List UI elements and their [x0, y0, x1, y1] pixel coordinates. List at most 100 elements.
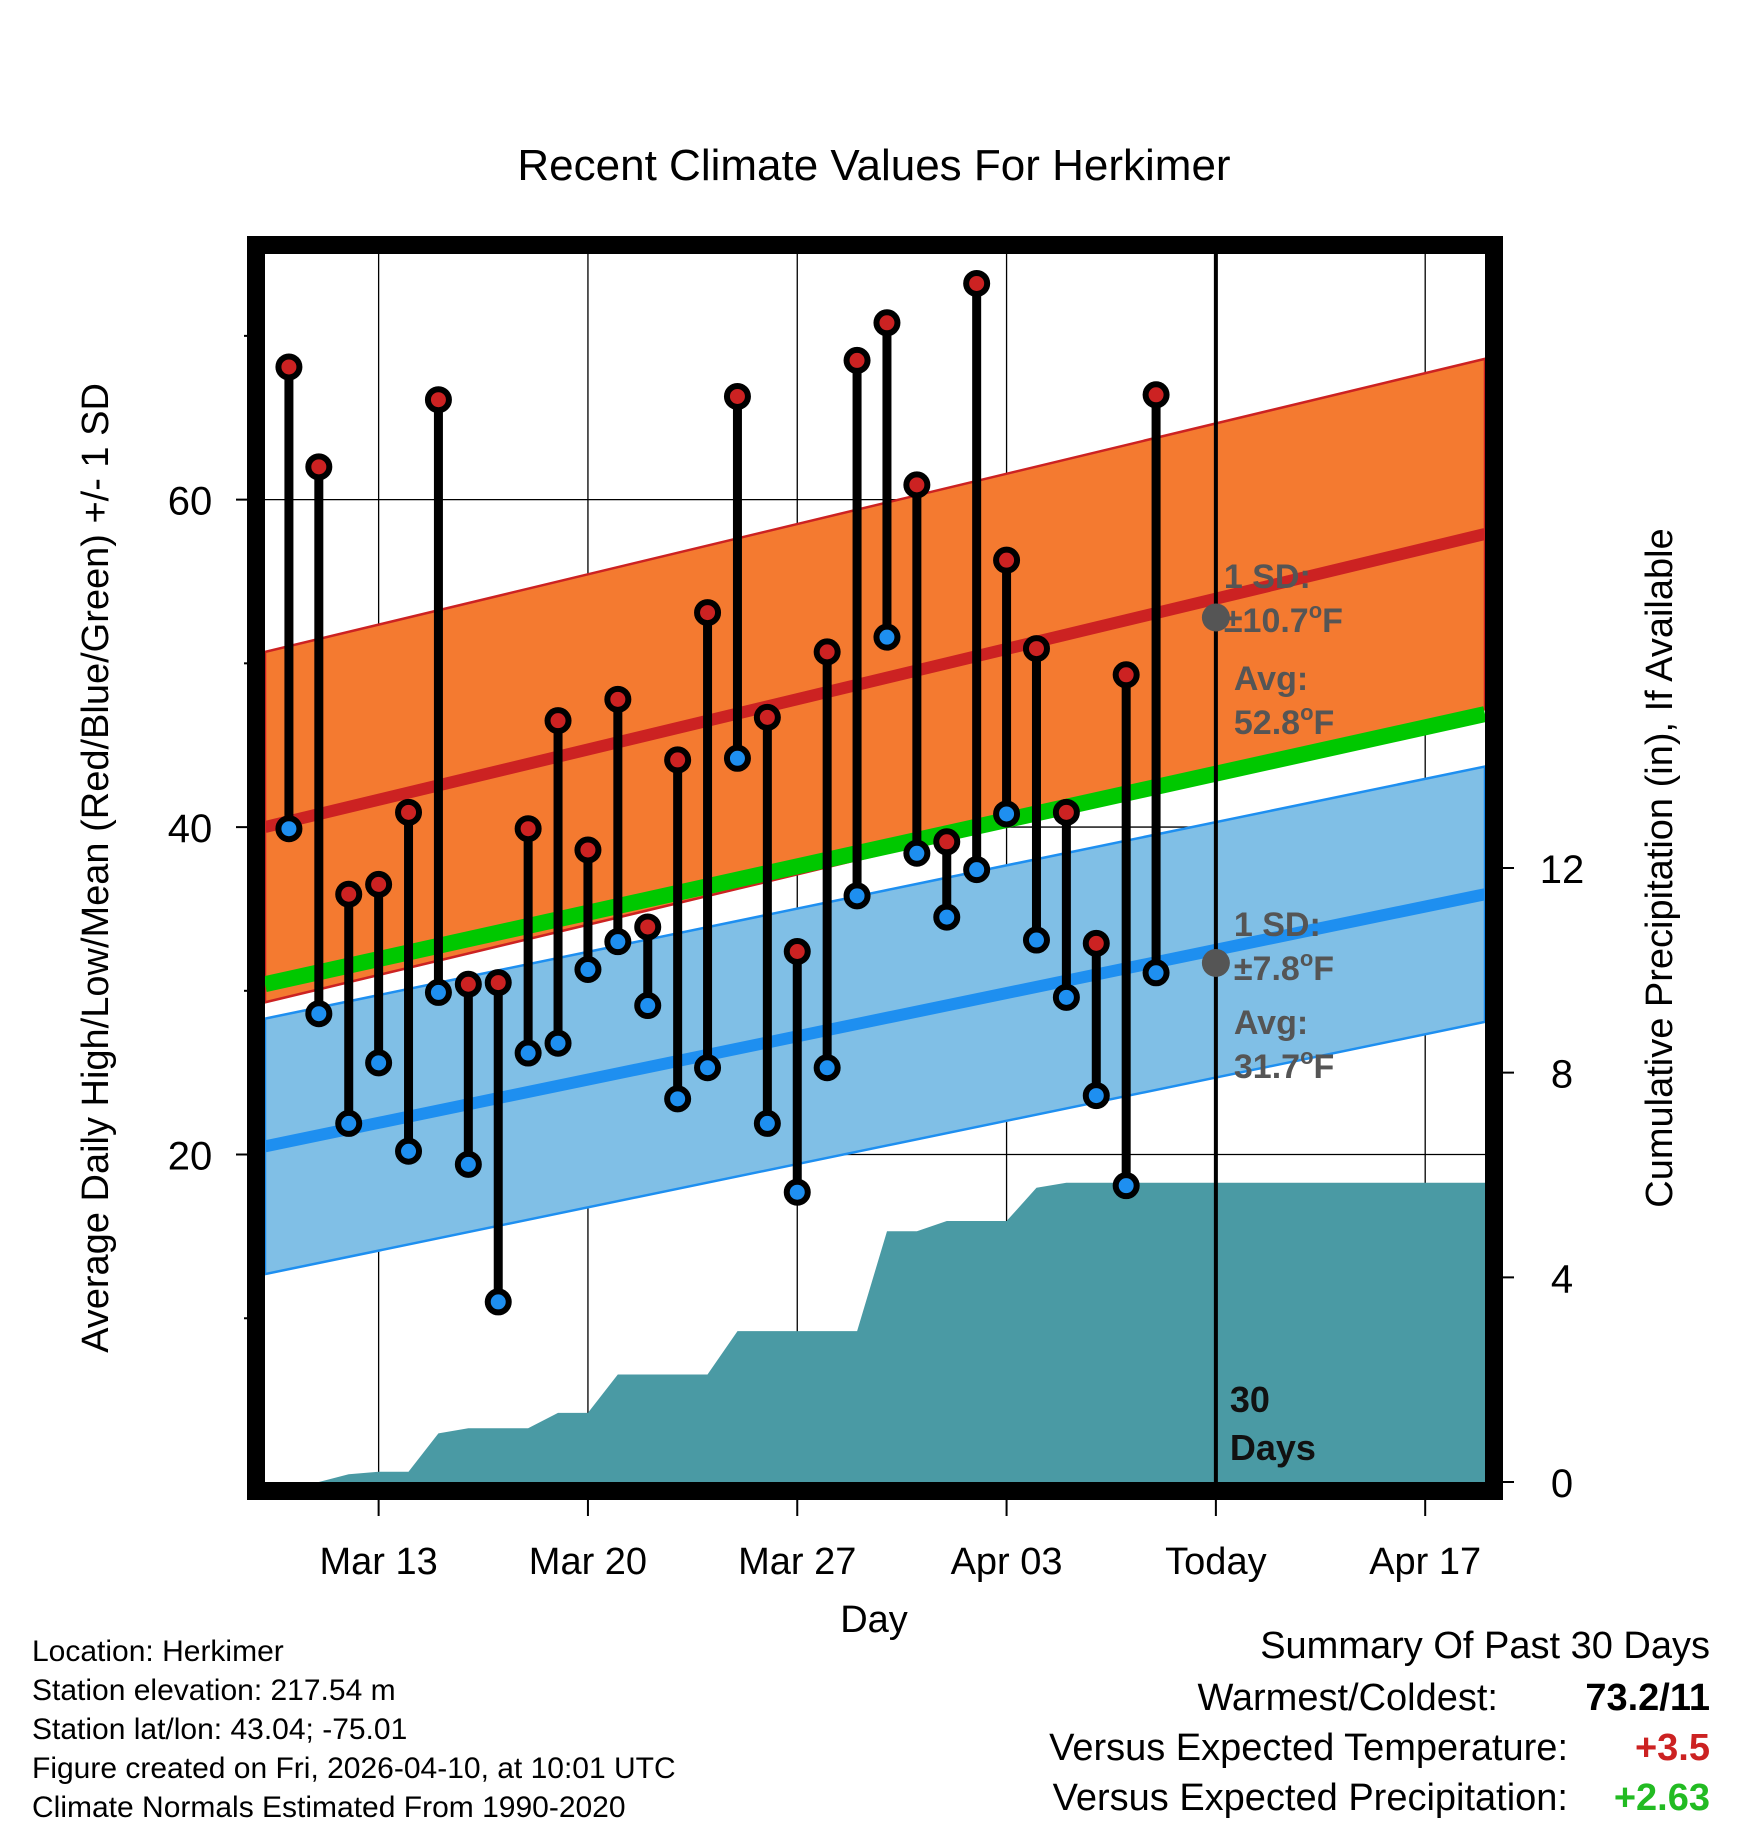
obs-high-point: [1022, 635, 1050, 663]
obs-low-point: [723, 744, 751, 772]
obs-high-point: [604, 685, 632, 713]
obs-high-point: [753, 703, 781, 731]
high-avg-value: 52.8oF: [1234, 700, 1334, 742]
low-avg-value: 31.7oF: [1234, 1044, 1334, 1086]
obs-low-point: [1082, 1082, 1110, 1110]
obs-low-point: [873, 623, 901, 651]
obs-high-point: [365, 870, 393, 898]
obs-high-point: [395, 798, 423, 826]
obs-high-point: [1082, 929, 1110, 957]
obs-low-point: [365, 1049, 393, 1077]
summary-title: Summary Of Past 30 Days: [1260, 1625, 1710, 1667]
y-tick-label: 40: [168, 807, 213, 851]
obs-high-point: [813, 638, 841, 666]
high-sd-label: 1 SD:: [1224, 558, 1311, 596]
obs-low-point: [514, 1039, 542, 1067]
obs-low-point: [963, 856, 991, 884]
obs-high-point: [484, 969, 512, 997]
summary-temp-value: +3.5: [1634, 1727, 1710, 1769]
mean-normal-line: [265, 706, 1485, 993]
y2-tick-label: 12: [1540, 848, 1585, 892]
obs-high-point: [843, 346, 871, 374]
info-created: Figure created on Fri, 2026-04-10, at 10…: [32, 1752, 676, 1785]
x-axis-label: Day: [840, 1599, 908, 1641]
obs-low-point: [933, 903, 961, 931]
x-tick-label: Mar 13: [319, 1541, 437, 1583]
obs-low-point: [484, 1288, 512, 1316]
high-avg-label: Avg:: [1234, 660, 1308, 698]
obs-high-point: [634, 913, 662, 941]
obs-high-point: [424, 386, 452, 414]
obs-low-point: [634, 992, 662, 1020]
low-avg-label: Avg:: [1234, 1004, 1308, 1042]
obs-low-point: [813, 1054, 841, 1082]
summary-precip-value: +2.63: [1613, 1777, 1710, 1819]
summary-warmest-value: 73.2/11: [1585, 1677, 1710, 1719]
today-high-normal-marker: [1201, 603, 1230, 632]
y2-tick-label: 0: [1551, 1462, 1573, 1506]
obs-high-point: [335, 880, 363, 908]
obs-high-point: [1112, 661, 1140, 689]
obs-high-point: [1052, 798, 1080, 826]
obs-high-point: [783, 938, 811, 966]
obs-high-point: [723, 382, 751, 410]
obs-high-point: [963, 269, 991, 297]
obs-low-point: [903, 839, 931, 867]
obs-low-point: [424, 978, 452, 1006]
obs-high-point: [514, 815, 542, 843]
obs-high-point: [903, 471, 931, 499]
info-latlon: Station lat/lon: 43.04; -75.01: [32, 1713, 408, 1746]
x-tick-label: Mar 20: [529, 1541, 647, 1583]
obs-high-point: [275, 353, 303, 381]
chart-title: Recent Climate Values For Herkimer: [517, 141, 1230, 190]
obs-low-point: [1052, 983, 1080, 1011]
x-tick-label: Mar 27: [738, 1541, 856, 1583]
obs-low-point: [454, 1150, 482, 1178]
obs-high-point: [933, 828, 961, 856]
obs-high-point: [454, 970, 482, 998]
x-tick-label: Today: [1165, 1541, 1266, 1583]
x-tick-label: Apr 03: [951, 1541, 1063, 1583]
obs-low-point: [574, 956, 602, 984]
obs-low-point: [305, 1000, 333, 1028]
obs-low-point: [664, 1085, 692, 1113]
obs-high-point: [544, 707, 572, 735]
info-elevation: Station elevation: 217.54 m: [32, 1674, 396, 1707]
info-normals: Climate Normals Estimated From 1990-2020: [32, 1791, 626, 1824]
y-axis-label: Average Daily High/Low/Mean (Red/Blue/Gr…: [75, 383, 117, 1353]
high-sd-value: ±10.7oF: [1224, 598, 1343, 640]
obs-low-point: [1112, 1172, 1140, 1200]
low-sd-label: 1 SD:: [1234, 906, 1321, 944]
obs-high-point: [574, 836, 602, 864]
obs-low-point: [604, 928, 632, 956]
y2-axis-label: Cumulative Precipitation (in), If Availa…: [1639, 528, 1681, 1207]
today-low-normal-marker: [1201, 948, 1230, 977]
obs-high-point: [1142, 381, 1170, 409]
obs-low-point: [1142, 959, 1170, 987]
summary-precip-label: Versus Expected Precipitation:: [1052, 1777, 1568, 1819]
y2-tick-label: 4: [1551, 1257, 1573, 1301]
obs-low-point: [843, 882, 871, 910]
y-tick-label: 20: [168, 1135, 213, 1179]
obs-high-point: [664, 746, 692, 774]
y2-tick-label: 8: [1551, 1053, 1573, 1097]
summary-warmest-label: Warmest/Coldest:: [1197, 1677, 1498, 1719]
obs-low-point: [544, 1029, 572, 1057]
low-sd-value: ±7.8oF: [1234, 946, 1334, 988]
obs-high-point: [694, 599, 722, 627]
precip-area: [288, 1182, 1485, 1482]
high-normal-line: [265, 528, 1485, 833]
days-count-label: 30: [1230, 1379, 1270, 1420]
obs-low-point: [275, 815, 303, 843]
obs-high-point: [873, 309, 901, 337]
obs-high-point: [305, 453, 333, 481]
obs-low-point: [694, 1054, 722, 1082]
y-tick-label: 60: [168, 480, 213, 524]
obs-low-point: [395, 1137, 423, 1165]
obs-low-point: [335, 1109, 363, 1137]
obs-low-point: [993, 800, 1021, 828]
summary-temp-label: Versus Expected Temperature:: [1049, 1727, 1568, 1769]
